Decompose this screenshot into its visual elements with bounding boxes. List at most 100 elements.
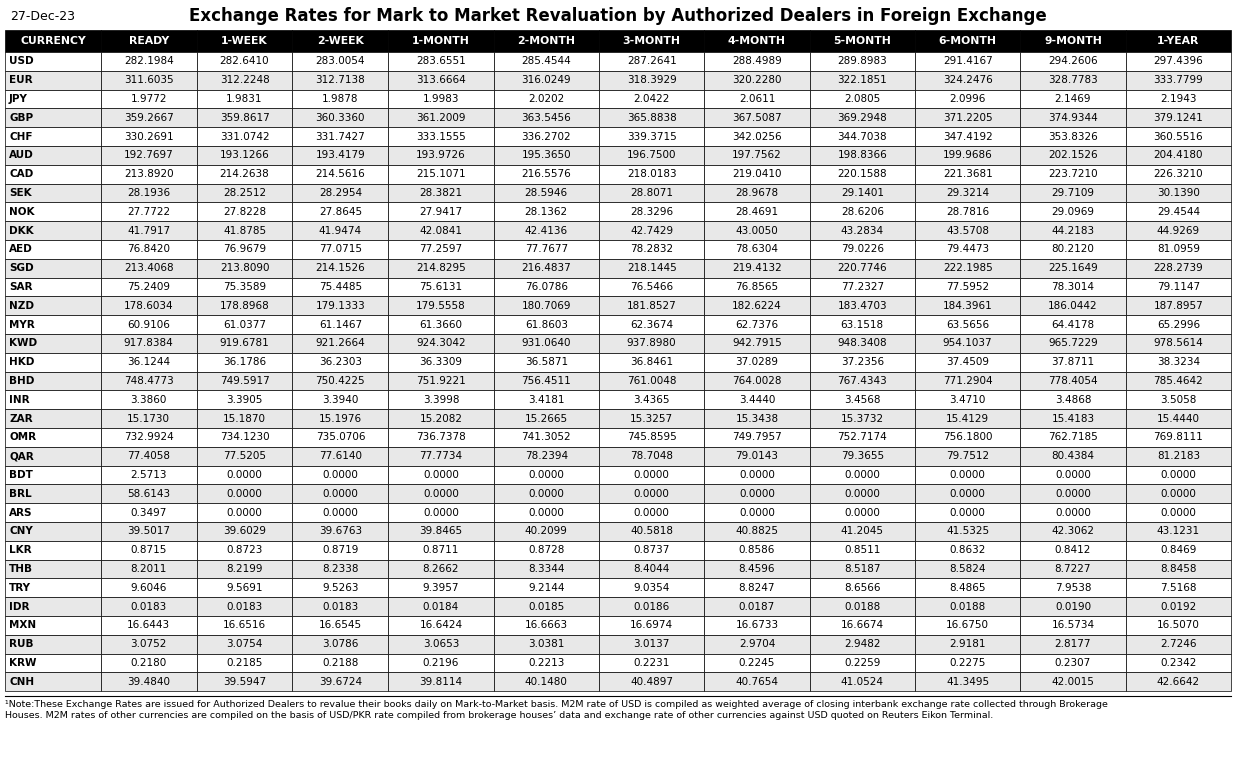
- Bar: [1021, 616, 1126, 635]
- Bar: [197, 653, 293, 672]
- Bar: [705, 296, 810, 316]
- Text: 78.6304: 78.6304: [735, 244, 779, 254]
- Text: 75.4485: 75.4485: [319, 282, 362, 292]
- Bar: [915, 465, 1021, 484]
- Text: 15.1870: 15.1870: [222, 413, 266, 423]
- Bar: [915, 89, 1021, 108]
- Bar: [810, 277, 915, 296]
- Bar: [197, 202, 293, 222]
- Bar: [1021, 30, 1126, 52]
- Bar: [705, 465, 810, 484]
- Text: 193.1266: 193.1266: [220, 151, 269, 160]
- Bar: [5, 578, 101, 597]
- Text: 282.6410: 282.6410: [220, 57, 269, 66]
- Bar: [493, 127, 599, 146]
- Text: OMR: OMR: [9, 432, 36, 442]
- Text: 1.9831: 1.9831: [226, 94, 263, 104]
- Text: 28.4691: 28.4691: [735, 207, 779, 217]
- Bar: [1021, 71, 1126, 89]
- Bar: [1021, 52, 1126, 71]
- Bar: [197, 541, 293, 559]
- Text: 79.7512: 79.7512: [946, 452, 989, 461]
- Text: 15.1976: 15.1976: [319, 413, 362, 423]
- Text: 0.0000: 0.0000: [739, 489, 775, 499]
- Text: 931.0640: 931.0640: [522, 338, 571, 348]
- Bar: [388, 334, 493, 353]
- Text: THB: THB: [9, 564, 33, 574]
- Bar: [293, 616, 388, 635]
- Bar: [705, 71, 810, 89]
- Text: KRW: KRW: [9, 658, 37, 668]
- Text: 64.4178: 64.4178: [1052, 319, 1095, 329]
- Text: 40.7654: 40.7654: [735, 677, 779, 687]
- Text: 16.5070: 16.5070: [1157, 620, 1200, 630]
- Bar: [293, 202, 388, 222]
- Text: 3.0137: 3.0137: [633, 639, 670, 649]
- Text: 360.5516: 360.5516: [1153, 131, 1203, 141]
- Text: 0.0000: 0.0000: [226, 470, 262, 480]
- Text: 220.7746: 220.7746: [838, 264, 887, 274]
- Text: 39.6724: 39.6724: [319, 677, 362, 687]
- Text: 16.6516: 16.6516: [222, 620, 266, 630]
- Bar: [493, 371, 599, 390]
- Bar: [388, 484, 493, 503]
- Text: 3.4868: 3.4868: [1054, 395, 1091, 405]
- Text: 363.5456: 363.5456: [522, 113, 571, 123]
- Text: 2.0996: 2.0996: [949, 94, 986, 104]
- Text: 1.9878: 1.9878: [323, 94, 358, 104]
- Text: 8.4044: 8.4044: [633, 564, 670, 574]
- Text: 213.8090: 213.8090: [220, 264, 269, 274]
- Text: 369.2948: 369.2948: [838, 113, 887, 123]
- Text: 333.7799: 333.7799: [1153, 75, 1203, 86]
- Text: 39.8114: 39.8114: [419, 677, 462, 687]
- Bar: [293, 410, 388, 428]
- Bar: [493, 202, 599, 222]
- Text: 8.7227: 8.7227: [1054, 564, 1091, 574]
- Text: 942.7915: 942.7915: [732, 338, 782, 348]
- Text: 735.0706: 735.0706: [315, 432, 365, 442]
- Bar: [810, 616, 915, 635]
- Text: 0.0000: 0.0000: [844, 470, 880, 480]
- Text: 336.2702: 336.2702: [522, 131, 571, 141]
- Text: 0.8469: 0.8469: [1161, 545, 1196, 555]
- Bar: [1126, 334, 1231, 353]
- Text: 312.2248: 312.2248: [220, 75, 269, 86]
- Text: 2.9482: 2.9482: [844, 639, 880, 649]
- Bar: [915, 447, 1021, 465]
- Bar: [197, 616, 293, 635]
- Text: 0.8511: 0.8511: [844, 545, 880, 555]
- Bar: [5, 30, 101, 52]
- Text: 36.1244: 36.1244: [127, 358, 171, 367]
- Bar: [388, 71, 493, 89]
- Text: Exchange Rates for Mark to Market Revaluation by Authorized Dealers in Foreign E: Exchange Rates for Mark to Market Revalu…: [189, 7, 1047, 25]
- Text: 3-MONTH: 3-MONTH: [623, 36, 681, 46]
- Text: 0.0000: 0.0000: [949, 489, 985, 499]
- Bar: [493, 484, 599, 503]
- Bar: [915, 522, 1021, 541]
- Text: 63.5656: 63.5656: [946, 319, 989, 329]
- Text: RUB: RUB: [9, 639, 33, 649]
- Bar: [915, 597, 1021, 616]
- Bar: [5, 390, 101, 410]
- Text: BDT: BDT: [9, 470, 33, 480]
- Bar: [599, 465, 705, 484]
- Bar: [197, 503, 293, 522]
- Text: 9.6046: 9.6046: [131, 583, 167, 593]
- Bar: [705, 559, 810, 578]
- Bar: [705, 277, 810, 296]
- Bar: [388, 89, 493, 108]
- Bar: [5, 447, 101, 465]
- Text: 80.4384: 80.4384: [1052, 452, 1095, 461]
- Text: 77.0715: 77.0715: [319, 244, 362, 254]
- Bar: [1126, 410, 1231, 428]
- Text: 924.3042: 924.3042: [417, 338, 466, 348]
- Bar: [197, 316, 293, 334]
- Bar: [1021, 296, 1126, 316]
- Text: 216.5576: 216.5576: [522, 169, 571, 180]
- Text: 8.5187: 8.5187: [844, 564, 880, 574]
- Bar: [1126, 316, 1231, 334]
- Text: CNH: CNH: [9, 677, 35, 687]
- Bar: [493, 578, 599, 597]
- Bar: [493, 597, 599, 616]
- Bar: [293, 71, 388, 89]
